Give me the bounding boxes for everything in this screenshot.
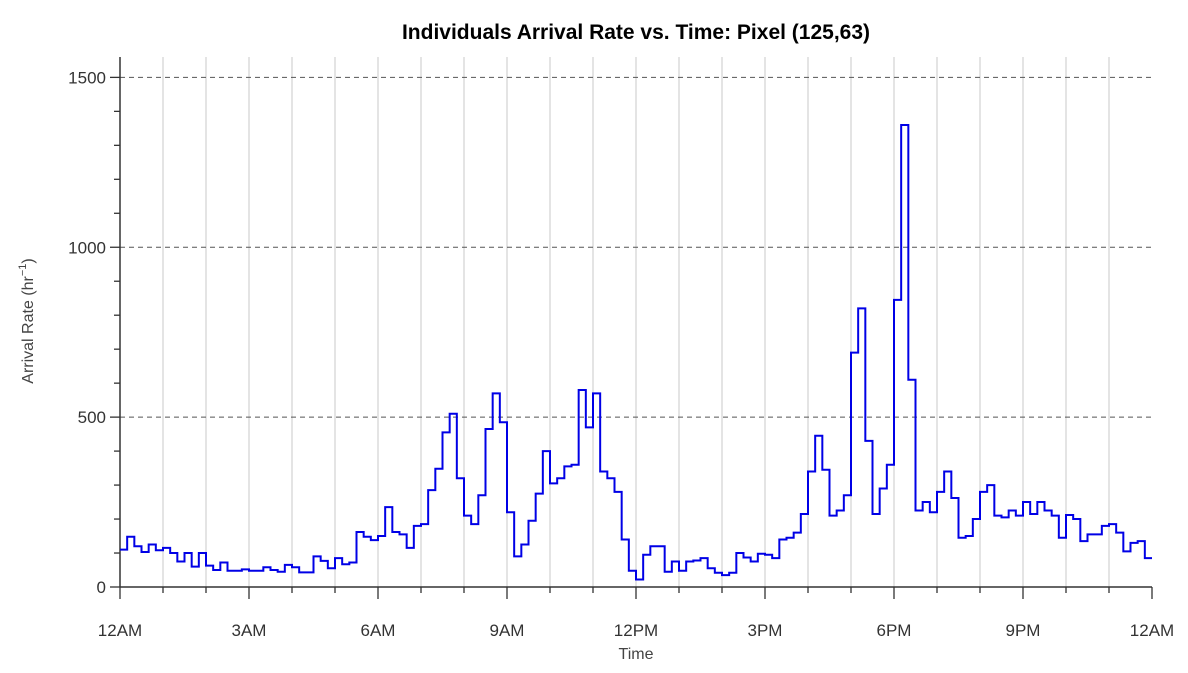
x-tick-label: 6PM [877, 621, 912, 640]
x-tick-label: 12PM [614, 621, 658, 640]
horizontal-gridlines [120, 76, 1152, 418]
y-tick-label: 500 [78, 408, 106, 427]
y-tick-label: 1000 [68, 238, 106, 257]
y-axis-ticks: 0 500 1000 1500 [68, 68, 120, 597]
x-axis-ticks: 12AM 3AM 6AM 9AM 12PM 3PM 6PM 9PM 12AM [98, 587, 1174, 640]
y-axis-label: Arrival Rate (hr−1) [17, 258, 37, 383]
x-tick-label: 9AM [490, 621, 525, 640]
x-tick-label: 12AM [98, 621, 142, 640]
y-tick-label: 0 [97, 578, 106, 597]
y-axis-label-superscript: −1 [17, 264, 29, 277]
x-tick-label: 6AM [361, 621, 396, 640]
chart-title: Individuals Arrival Rate vs. Time: Pixel… [402, 21, 870, 44]
vertical-gridlines [162, 57, 1110, 587]
x-axis-label: Time [619, 646, 654, 663]
x-tick-label: 3PM [748, 621, 783, 640]
x-tick-label: 12AM [1130, 621, 1174, 640]
y-tick-label: 1500 [68, 68, 106, 87]
y-axis-label-close: ) [20, 258, 37, 263]
x-tick-label: 3AM [232, 621, 267, 640]
x-tick-label: 9PM [1006, 621, 1041, 640]
y-axis-label-text: Arrival Rate (hr [20, 275, 37, 383]
arrival-rate-series [120, 123, 1152, 581]
